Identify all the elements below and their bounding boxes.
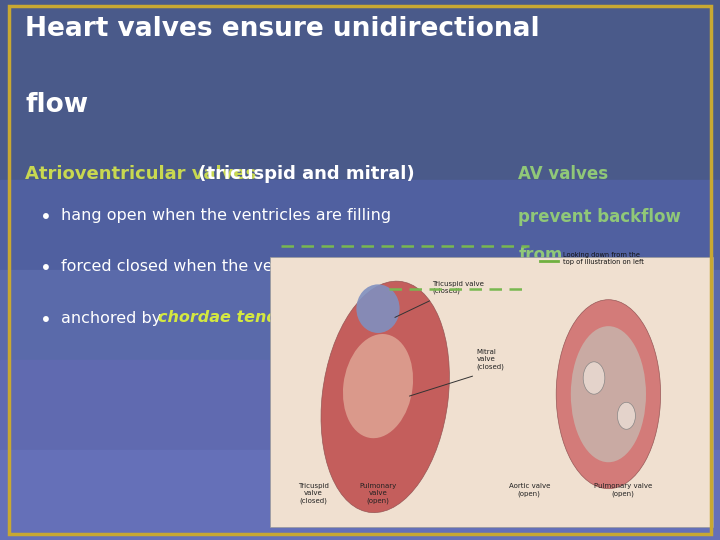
Bar (0, 180, 720, 270)
Text: Pulmonary valve
(open): Pulmonary valve (open) (594, 483, 652, 497)
Text: Heart valves ensure unidirectional: Heart valves ensure unidirectional (25, 16, 540, 42)
Text: Mitral
valve
(closed): Mitral valve (closed) (477, 349, 505, 370)
Text: Looking down from the
top of illustration on left: Looking down from the top of illustratio… (563, 252, 644, 265)
Text: flow: flow (25, 92, 89, 118)
Bar (0, 90, 720, 180)
Bar (0, 270, 720, 360)
Ellipse shape (571, 326, 646, 462)
Text: hang open when the ventricles are filling: hang open when the ventricles are fillin… (61, 208, 392, 223)
Bar (0, 450, 720, 540)
Text: •: • (40, 310, 51, 329)
Ellipse shape (583, 362, 605, 394)
Ellipse shape (343, 334, 413, 438)
Text: forced closed when the ventricles contract: forced closed when the ventricles contra… (61, 259, 404, 274)
Ellipse shape (618, 402, 635, 429)
Text: •: • (40, 208, 51, 227)
Ellipse shape (356, 285, 400, 333)
Text: anchored by: anchored by (61, 310, 166, 326)
Text: Pulmonary
valve
(open): Pulmonary valve (open) (359, 483, 397, 504)
Text: Tricuspid
valve
(closed): Tricuspid valve (closed) (298, 483, 328, 504)
Text: •: • (40, 259, 51, 278)
Bar (0, 360, 720, 450)
Text: from: from (518, 246, 563, 264)
Text: Aortic valve
(open): Aortic valve (open) (508, 483, 550, 497)
Text: (tricuspid and mitral): (tricuspid and mitral) (192, 165, 415, 183)
Bar (270, 256, 713, 526)
Text: chordae tendineae: chordae tendineae (158, 310, 328, 326)
Bar (0, 0, 720, 90)
Text: Tricuspid valve
(closed): Tricuspid valve (closed) (432, 281, 484, 294)
Ellipse shape (556, 300, 661, 489)
Text: Atrioventricular valves: Atrioventricular valves (25, 165, 256, 183)
Text: AV valves: AV valves (518, 165, 608, 183)
Text: __ to: __ to (389, 324, 431, 342)
Text: prevent backflow: prevent backflow (518, 208, 681, 226)
Ellipse shape (321, 281, 449, 512)
